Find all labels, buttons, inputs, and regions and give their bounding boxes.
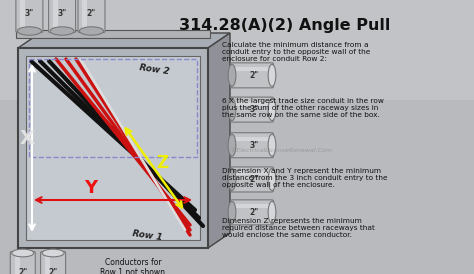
Ellipse shape <box>228 99 236 121</box>
Bar <box>235 137 269 141</box>
Bar <box>235 67 269 71</box>
Text: Dimension X and Y represent the minimum
distance from the 3 inch conduit entry t: Dimension X and Y represent the minimum … <box>222 168 388 188</box>
Text: 3": 3" <box>249 141 259 150</box>
Bar <box>20 0 26 28</box>
Polygon shape <box>208 33 230 248</box>
FancyBboxPatch shape <box>230 167 273 192</box>
Text: 3": 3" <box>57 9 67 18</box>
Bar <box>235 204 269 208</box>
FancyBboxPatch shape <box>49 0 75 33</box>
FancyBboxPatch shape <box>10 252 35 274</box>
FancyBboxPatch shape <box>230 133 273 158</box>
Bar <box>16 30 210 38</box>
Bar <box>45 256 50 274</box>
FancyBboxPatch shape <box>230 97 273 122</box>
Ellipse shape <box>268 134 276 156</box>
Ellipse shape <box>228 64 236 86</box>
Ellipse shape <box>12 249 34 257</box>
Text: Conductors for
Row 1 not shown: Conductors for Row 1 not shown <box>100 258 165 274</box>
Text: Row 2: Row 2 <box>139 64 171 76</box>
Bar <box>15 256 20 274</box>
Bar <box>26 56 200 240</box>
Ellipse shape <box>228 169 236 190</box>
FancyBboxPatch shape <box>230 200 273 225</box>
FancyBboxPatch shape <box>16 0 43 33</box>
Bar <box>53 0 58 28</box>
Ellipse shape <box>50 27 74 35</box>
Bar <box>82 0 88 28</box>
Ellipse shape <box>268 201 276 223</box>
Text: 314.28(A)(2) Angle Pull: 314.28(A)(2) Angle Pull <box>179 18 391 33</box>
Ellipse shape <box>268 64 276 86</box>
FancyBboxPatch shape <box>78 0 105 33</box>
FancyBboxPatch shape <box>41 252 65 274</box>
Polygon shape <box>18 33 230 48</box>
Text: Row 1: Row 1 <box>132 229 163 242</box>
Text: 3": 3" <box>249 105 259 114</box>
Text: Dimension Z represents the minimum
required distance between raceways that
would: Dimension Z represents the minimum requi… <box>222 218 375 238</box>
Ellipse shape <box>18 27 41 35</box>
Bar <box>235 102 269 105</box>
Text: 2": 2" <box>48 268 58 274</box>
Text: 2": 2" <box>18 268 27 274</box>
Text: Y: Y <box>83 179 97 197</box>
Text: 3": 3" <box>25 9 34 18</box>
Text: X: X <box>19 129 35 147</box>
Text: 2": 2" <box>249 175 259 184</box>
Ellipse shape <box>80 27 103 35</box>
Text: 2": 2" <box>249 71 259 80</box>
Ellipse shape <box>268 99 276 121</box>
Text: Z: Z <box>156 154 168 172</box>
FancyBboxPatch shape <box>230 63 273 88</box>
Text: 2": 2" <box>87 9 96 18</box>
Bar <box>18 48 208 248</box>
Bar <box>0 0 474 100</box>
Bar <box>235 172 269 175</box>
Text: Calculate the minimum distance from a
conduit entry to the opposite wall of the
: Calculate the minimum distance from a co… <box>222 42 370 62</box>
Ellipse shape <box>228 134 236 156</box>
Bar <box>29 59 197 157</box>
Ellipse shape <box>268 169 276 190</box>
Ellipse shape <box>42 249 64 257</box>
Text: 2": 2" <box>249 208 259 217</box>
Ellipse shape <box>228 201 236 223</box>
Text: 6 X the largest trade size conduit in the row
plus the sum of the other raceway : 6 X the largest trade size conduit in th… <box>222 98 384 118</box>
Text: ©ElectricalLicenseRenewal.Com: ©ElectricalLicenseRenewal.Com <box>230 148 332 153</box>
